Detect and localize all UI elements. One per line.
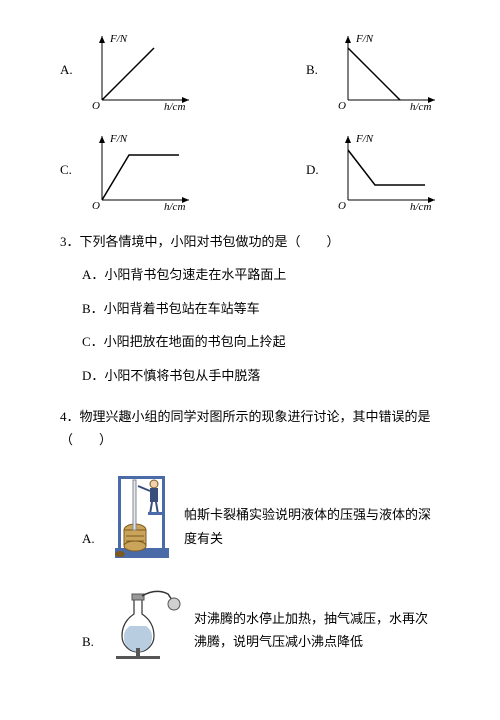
option-text: 帕斯卡裂桶实验说明液体的压强与液体的深度有关 <box>184 503 440 550</box>
pascal-barrel-icon <box>112 468 172 563</box>
q3-stem: 3．下列各情境中，小阳对书包做功的是（ ） <box>60 230 440 253</box>
flask-boil-icon <box>112 586 182 666</box>
q3-option-b: B．小阳背着书包站在车站等车 <box>82 297 440 320</box>
graph-b: F/N h/cm O <box>330 30 440 110</box>
graph-row-2: C. F/N h/cm O D. F/N h/cm O <box>60 130 440 210</box>
data-line <box>102 48 154 100</box>
q4-option-b: B. 对沸腾的水停止加热，抽气减压，水再次沸腾，说明气压减小沸点降低 <box>82 586 440 673</box>
q3-option-d: D．小阳不慎将书包从手中脱落 <box>82 364 440 387</box>
option-letter: A. <box>82 527 100 550</box>
graph-a: F/N h/cm O <box>84 30 194 110</box>
graph-c: F/N h/cm O <box>84 130 194 210</box>
svg-text:O: O <box>338 100 346 110</box>
svg-text:h/cm: h/cm <box>410 201 431 210</box>
svg-text:h/cm: h/cm <box>410 101 431 110</box>
svg-text:h/cm: h/cm <box>164 201 185 210</box>
option-text: 对沸腾的水停止加热，抽气减压，水再次沸腾，说明气压减小沸点降低 <box>194 607 440 654</box>
option-letter: A. <box>60 58 78 81</box>
graph-option-a: A. F/N h/cm O <box>60 30 194 110</box>
x-label: h/cm <box>164 101 185 110</box>
graph-row-1: A. F/N h/cm O B. F/N h/cm O <box>60 30 440 110</box>
data-line <box>348 48 400 100</box>
graph-option-d: D. F/N h/cm O <box>306 130 440 210</box>
svg-text:F/N: F/N <box>109 133 128 145</box>
graph-option-c: C. F/N h/cm O <box>60 130 194 210</box>
q3-option-c: C．小阳把放在地面的书包向上拎起 <box>82 330 440 353</box>
data-line <box>348 150 425 185</box>
option-letter: B. <box>306 58 324 81</box>
graph-d: F/N h/cm O <box>330 130 440 210</box>
svg-text:O: O <box>92 200 100 210</box>
data-line <box>102 155 179 200</box>
y-label: F/N <box>109 33 128 45</box>
q3-option-a: A．小阳背书包匀速走在水平路面上 <box>82 263 440 286</box>
graph-option-b: B. F/N h/cm O <box>306 30 440 110</box>
option-letter: D. <box>306 158 324 181</box>
svg-text:F/N: F/N <box>355 33 374 45</box>
origin: O <box>92 100 100 110</box>
q4-option-a: A. 帕斯卡裂桶实验说明液体的压强与液体的深度有关 <box>82 468 440 570</box>
option-letter: C. <box>60 158 78 181</box>
svg-text:O: O <box>338 200 346 210</box>
option-letter: B. <box>82 630 100 653</box>
q4-stem: 4．物理兴趣小组的同学对图所示的现象进行讨论，其中错误的是（ ） <box>60 405 440 452</box>
svg-text:F/N: F/N <box>355 133 374 145</box>
